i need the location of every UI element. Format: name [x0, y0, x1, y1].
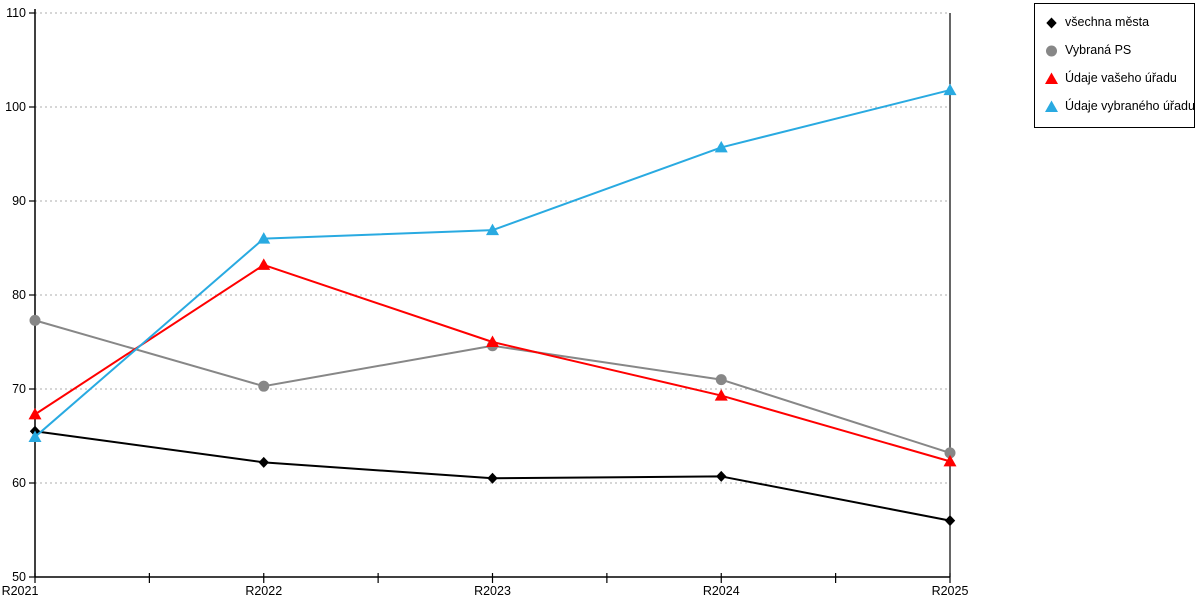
- legend-label: Údaje vašeho úřadu: [1065, 71, 1177, 86]
- diamond-marker-icon-legend: [1046, 17, 1057, 29]
- series-4: [28, 83, 957, 442]
- diamond-marker-icon-p3: [487, 472, 498, 484]
- triangle-marker-icon-p2: [257, 232, 271, 244]
- diamond-marker-icon-p2: [258, 456, 269, 468]
- triangle-marker-icon-p3: [486, 223, 499, 236]
- triangle-marker-icon-p4: [714, 140, 728, 153]
- triangle-marker-icon-p1: [28, 407, 42, 420]
- y-tick-label: 50: [12, 570, 26, 584]
- diamond-marker-icon-p5: [944, 515, 956, 527]
- triangle-marker-icon-p5: [943, 454, 957, 467]
- diamond-legend-marker-icon: [1046, 17, 1057, 29]
- x-tick-label: R2023: [474, 584, 511, 598]
- x-tick-label: R2025: [932, 584, 969, 598]
- triangle-legend-marker-icon: [1045, 100, 1058, 112]
- chart-legend: všechna města Vybraná PS Údaje vašeho úřad…: [1034, 3, 1195, 128]
- circle-marker-icon-p2: [258, 380, 270, 392]
- y-tick-label: 70: [12, 382, 26, 396]
- y-tick-label: 80: [12, 288, 26, 302]
- circle-marker-icon-p4: [715, 374, 727, 386]
- triangle-marker-icon-legend: [1045, 100, 1058, 112]
- x-tick-label: R2024: [703, 584, 740, 598]
- series-1: [29, 425, 956, 527]
- series-line: [34, 263, 951, 463]
- series-line: [34, 89, 951, 438]
- x-tick-label: R2022: [245, 584, 282, 598]
- y-tick-label: 100: [5, 100, 26, 114]
- circle-marker-icon-legend: [1046, 45, 1057, 57]
- legend-item-1: všechna města: [1044, 15, 1186, 30]
- y-tick-label: 60: [12, 476, 26, 490]
- triangle-marker-icon-p3: [486, 335, 499, 347]
- diamond-marker-icon-p4: [716, 470, 727, 482]
- x-tick-label: R2021: [2, 584, 39, 598]
- legend-item-3: Údaje vašeho úřadu: [1044, 71, 1186, 86]
- triangle-marker-icon-p5: [943, 83, 957, 96]
- legend-label: Údaje vybraného úřadu: [1065, 99, 1195, 114]
- triangle-legend-marker-icon: [1045, 72, 1058, 84]
- circle-legend-marker-icon: [1046, 45, 1057, 57]
- triangle-marker-icon-legend: [1045, 72, 1058, 84]
- circle-marker-icon-p1: [29, 314, 41, 326]
- y-tick-label: 110: [6, 6, 26, 20]
- triangle-marker-icon-p4: [714, 389, 728, 401]
- triangle-marker-icon-p2: [257, 258, 271, 270]
- circle-marker-icon-p5: [944, 447, 956, 459]
- legend-label: všechna města: [1065, 15, 1150, 30]
- legend-item-4: Údaje vybraného úřadu: [1044, 99, 1195, 114]
- legend-label: Vybraná PS: [1065, 43, 1132, 58]
- legend-item-2: Vybraná PS: [1044, 43, 1186, 58]
- triangle-marker-icon-p1: [28, 430, 42, 442]
- y-tick-label: 90: [12, 194, 26, 208]
- series-3: [28, 258, 957, 467]
